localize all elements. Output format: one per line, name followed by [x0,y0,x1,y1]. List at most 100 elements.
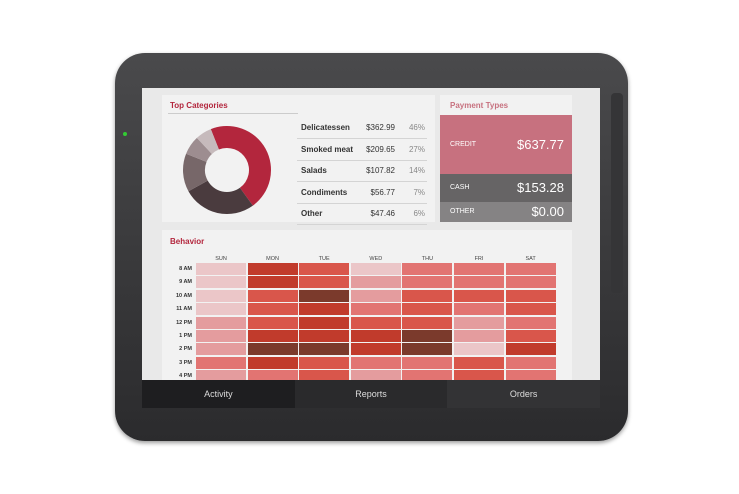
donut-segment [188,180,253,214]
heatmap-cell [402,316,453,329]
heatmap-cell [505,330,556,342]
category-name: Smoked meat [301,144,354,154]
day-label: MON [266,256,280,262]
payment-label: CASH [450,184,470,191]
day-label: FRI [474,256,484,262]
hour-label: 3 PM [179,359,192,366]
heatmap-cell [402,263,453,275]
day-label: TUE [318,256,330,262]
panel-title: Behavior [170,237,205,246]
payment-amount: $637.77 [517,136,564,152]
heatmap-cell [505,343,556,356]
category-share: 7% [413,187,425,197]
category-name: Other [301,209,323,218]
payment-row: CASH $153.28 [440,174,572,202]
side-bezel [611,93,623,293]
heatmap-cell [505,316,556,329]
hour-label: 9 AM [179,279,192,286]
heatmap-cell [350,316,401,329]
heatmap-cell [402,330,453,342]
heatmap-cell [402,303,453,316]
behavior-panel: Behavior SUN MON TUE WED THU FRI SAT 8 AM 9 AM 10… [162,230,572,408]
donut-segment [186,137,212,162]
heatmap-cell [299,276,350,289]
heatmap-cell [505,303,556,316]
divider [168,113,298,114]
payment-amount: $0.00 [531,204,564,219]
heatmap-cell [299,370,350,383]
heatmap-cell [454,343,504,356]
heatmap-cell [350,370,401,383]
heatmap-cell [247,263,298,275]
payment-label: OTHER [450,208,475,215]
hour-label: 1 PM [179,333,192,339]
heatmap-cell [454,356,504,369]
heatmap-cell [196,343,246,356]
heatmap-cell [505,276,556,289]
tab[interactable]: Reports [294,380,448,408]
heatmap-cell [299,356,350,369]
hour-label: 4 PM [179,373,192,380]
heatmap-cell [299,303,350,316]
heatmap-cell [247,356,298,369]
hour-label: 12 PM [176,319,192,326]
category-name: Delicatessen [301,123,350,132]
donut-segment [210,126,271,206]
heatmap-cell [402,343,453,356]
heatmap-cell [402,370,453,383]
heatmap-cell [454,303,504,316]
heatmap-cell [247,370,298,383]
heatmap-cell [350,276,401,289]
payment-label: CREDIT [450,140,477,148]
category-amount: $56.77 [370,187,395,197]
payment-row: OTHER $0.00 [440,202,572,222]
category-row: Delicatessen $362.99 46% [297,117,427,139]
heatmap-cell [505,263,556,275]
day-label: SUN [215,256,227,262]
hour-label: 11 AM [176,306,192,313]
donut-segment [196,129,219,154]
category-row: Salads $107.82 14% [297,160,427,182]
hour-label: 10 AM [176,292,192,299]
heatmap-cell [247,343,298,356]
heatmap-cell [299,330,350,342]
heatmap-cell [350,289,401,302]
category-share: 46% [408,123,425,132]
heatmap-cell [247,316,298,329]
payment-row: CREDIT $637.77 [440,115,572,174]
heatmap-cell [299,316,350,329]
heatmap-cell [196,316,246,329]
heatmap-cell [454,316,504,329]
heatmap-cell [196,263,246,275]
heatmap-cell [350,303,401,316]
heatmap-cell [247,289,298,302]
heatmap-cell [402,356,453,369]
tab[interactable]: Orders [447,380,600,408]
heatmap-cell [454,330,504,342]
heatmap-cell [196,289,246,302]
payment-types-panel: Payment Types CREDIT $637.77 CASH $153.28 OT… [440,95,572,222]
heatmap-cell [350,343,401,356]
category-amount: $107.82 [366,166,395,175]
category-name: Condiments [301,187,348,197]
category-amount: $362.99 [366,123,395,132]
tab[interactable]: Activity [204,389,233,399]
heatmap-cell [196,370,246,383]
day-label: WED [369,256,383,262]
heatmap-cell [454,370,504,383]
heatmap-cell [196,303,246,316]
category-share: 27% [408,144,425,154]
payment-amount: $153.28 [517,180,564,195]
heatmap-cell [505,289,556,302]
donut-segment [183,153,208,192]
led [123,132,127,136]
category-share: 14% [408,166,425,175]
heatmap-cell [402,289,453,302]
heatmap-cell [247,303,298,316]
category-row: Condiments $56.77 7% [297,182,427,204]
heatmap-cell [196,356,246,369]
heatmap-cell [247,330,298,342]
hour-label: 8 AM [179,266,192,272]
category-row: Smoked meat $209.65 27% [297,139,427,161]
